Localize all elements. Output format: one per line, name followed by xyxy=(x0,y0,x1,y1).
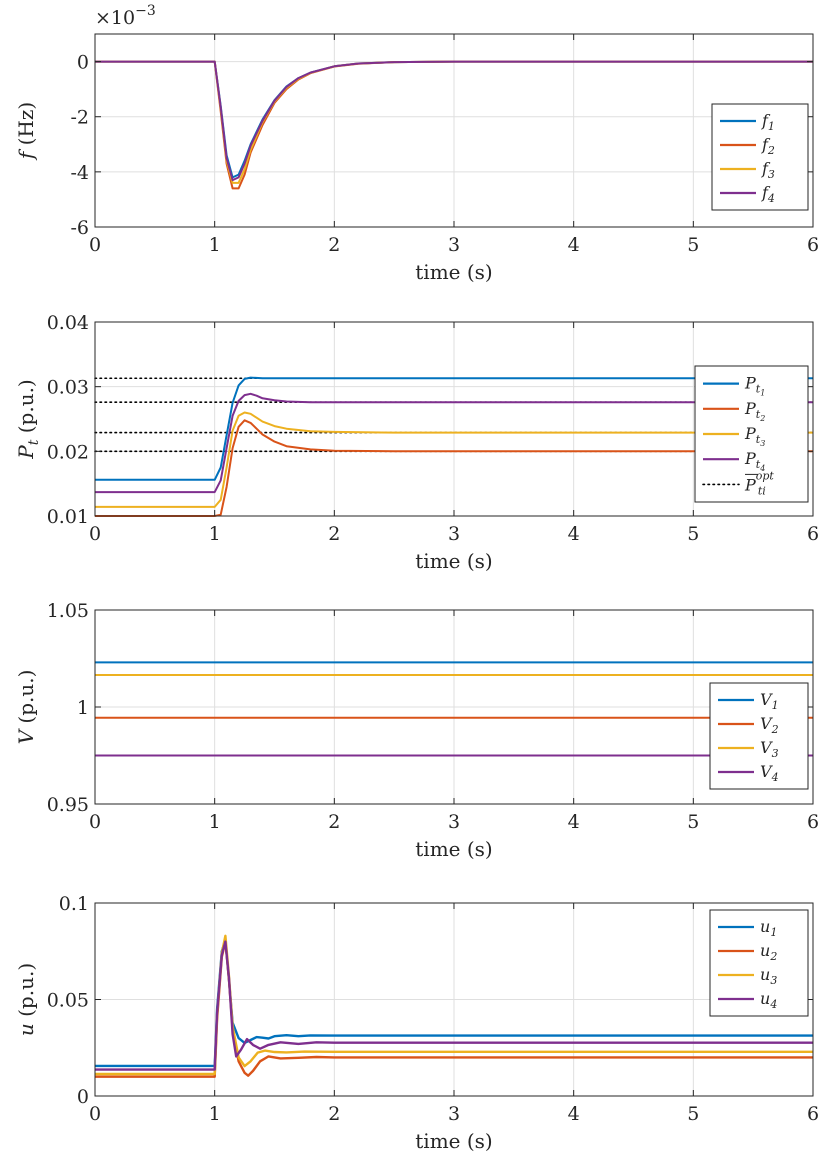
x-tick-label: 3 xyxy=(448,811,460,833)
series-line-p-3 xyxy=(95,411,813,508)
legend-label: f4 xyxy=(761,183,775,205)
y-tick-label: -4 xyxy=(70,162,89,184)
x-tick-label: 5 xyxy=(687,1103,699,1125)
series-line-p-4 xyxy=(95,392,813,494)
legend-label: Pt3 xyxy=(744,424,765,448)
y-axis-exponent: ×10−3 xyxy=(95,3,156,29)
x-tick-label: 6 xyxy=(807,1103,819,1125)
y-tick-label: 0.01 xyxy=(47,506,89,528)
x-tick-label: 3 xyxy=(448,523,460,545)
x-axis-label: time (s) xyxy=(415,1129,492,1153)
legend-label: Pt1 xyxy=(744,374,765,398)
x-tick-label: 0 xyxy=(89,234,101,256)
x-tick-label: 6 xyxy=(807,811,819,833)
y-axis-label: V (p.u.) xyxy=(14,670,38,745)
series-line-p-2 xyxy=(95,419,813,517)
y-tick-label: -6 xyxy=(70,217,89,239)
series-line-f-4 xyxy=(95,60,813,182)
y-axis-label: Pt (p.u.) xyxy=(14,379,42,459)
x-tick-label: 2 xyxy=(328,234,340,256)
y-tick-label: 0 xyxy=(77,1086,89,1108)
x-tick-label: 4 xyxy=(568,1103,580,1125)
x-axis-label: time (s) xyxy=(415,549,492,573)
x-tick-label: 5 xyxy=(687,811,699,833)
x-tick-label: 0 xyxy=(89,523,101,545)
legend-label: u4 xyxy=(760,989,777,1011)
x-tick-label: 6 xyxy=(807,234,819,256)
chart-power: 0 1 2 3 4 5 6 0.01 0.02 0.03 0.04 time (s) Pt (p.u.)… xyxy=(14,312,819,573)
legend-label: Popt ti xyxy=(744,469,774,497)
x-tick-label: 0 xyxy=(89,1103,101,1125)
x-tick-label: 5 xyxy=(687,234,699,256)
series-line-p-1 xyxy=(95,376,813,481)
x-tick-label: 2 xyxy=(328,811,340,833)
legend-label: u1 xyxy=(760,917,777,939)
x-tick-label: 0 xyxy=(89,811,101,833)
y-tick-label: 0.1 xyxy=(59,893,89,915)
x-tick-label: 1 xyxy=(209,811,221,833)
x-tick-label: 1 xyxy=(209,1103,221,1125)
legend-label: f2 xyxy=(761,135,775,157)
x-axis-label: time (s) xyxy=(415,260,492,284)
legend-label: Pt4 xyxy=(744,449,765,473)
legend-label: Pt2 xyxy=(744,399,765,423)
x-tick-label: 3 xyxy=(448,1103,460,1125)
x-tick-label: 3 xyxy=(448,234,460,256)
series-line-u-4 xyxy=(95,940,813,1071)
legend-label: f3 xyxy=(761,159,775,181)
legend-label: V2 xyxy=(760,714,779,736)
x-tick-label: 4 xyxy=(568,811,580,833)
x-tick-label: 5 xyxy=(687,523,699,545)
y-axis-label: f (Hz) xyxy=(14,102,38,161)
y-tick-label: -2 xyxy=(70,107,89,129)
x-tick-label: 6 xyxy=(807,523,819,545)
x-tick-label: 2 xyxy=(328,1103,340,1125)
y-tick-label: 0.02 xyxy=(47,441,89,463)
chart-freq: 0 1 2 3 4 5 6 -6 -4 -2 0 time (s) f (Hz) ×10−3 f1f2f3f… xyxy=(14,3,819,284)
x-tick-label: 4 xyxy=(568,234,580,256)
y-tick-label: 0.05 xyxy=(47,990,89,1012)
legend-label: V3 xyxy=(760,738,779,760)
x-tick-label: 2 xyxy=(328,523,340,545)
x-tick-label: 4 xyxy=(568,523,580,545)
y-tick-label: 0.03 xyxy=(47,377,89,399)
legend-label: u2 xyxy=(760,941,777,963)
y-tick-label: 0 xyxy=(77,52,89,74)
y-tick-label: 1.05 xyxy=(47,600,89,622)
legend-label: f1 xyxy=(761,111,775,133)
y-tick-label: 0.95 xyxy=(47,794,89,816)
x-tick-label: 1 xyxy=(209,234,221,256)
legend-label: u3 xyxy=(760,965,777,987)
legend-label: V1 xyxy=(760,690,779,712)
x-tick-label: 1 xyxy=(209,523,221,545)
x-axis-label: time (s) xyxy=(415,837,492,861)
y-tick-label: 1 xyxy=(77,697,89,719)
legend-label: V4 xyxy=(760,762,779,784)
y-tick-label: 0.04 xyxy=(47,312,89,334)
y-axis-label: u (p.u.) xyxy=(14,963,38,1036)
